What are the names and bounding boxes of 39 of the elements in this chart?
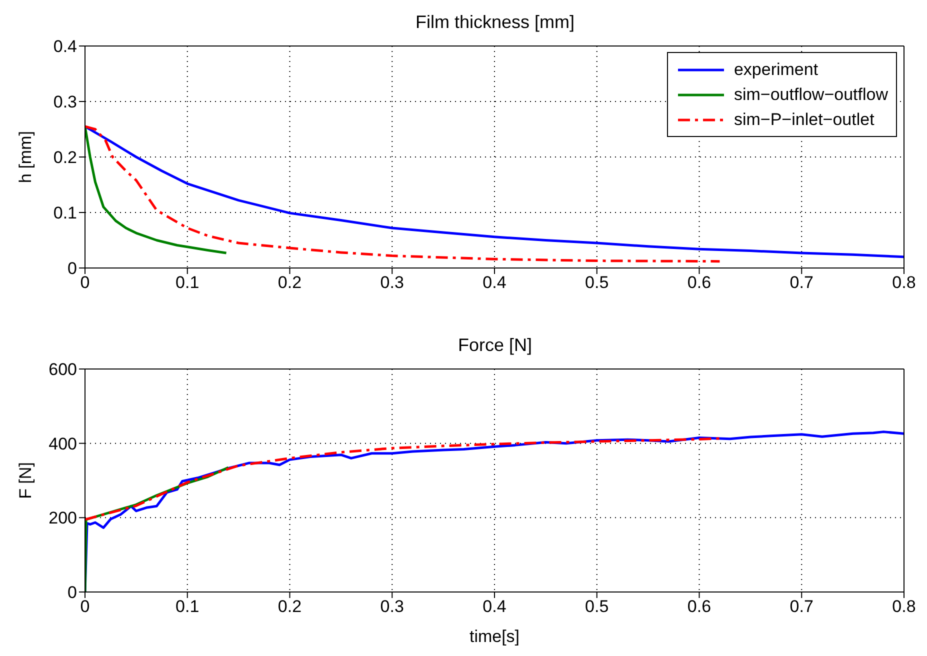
- x-tick-label: 0.1: [176, 597, 200, 616]
- x-tick-label: 0.8: [892, 597, 916, 616]
- x-tick-label: 0.2: [278, 597, 302, 616]
- y-axis-title: F [N]: [16, 462, 36, 499]
- legend-label: sim−P−inlet−outlet: [734, 110, 874, 130]
- x-tick-label: 0.6: [687, 597, 712, 616]
- x-axis-title: time[s]: [469, 627, 520, 646]
- legend-label: sim−outflow−outflow: [734, 84, 888, 104]
- x-tick-label: 0.6: [687, 273, 712, 292]
- y-tick-label: 0.1: [53, 204, 77, 223]
- y-tick-label: 0: [68, 583, 77, 602]
- line-series: [85, 125, 904, 258]
- x-tick-label: 0.5: [585, 597, 609, 616]
- x-tick-label: 0.1: [176, 273, 200, 292]
- x-tick-label: 0: [80, 273, 90, 292]
- y-tick-label: 0: [68, 259, 77, 278]
- chart-title: Film thickness [mm]: [414, 12, 576, 33]
- legend-label: experiment: [734, 60, 818, 80]
- x-tick-label: 0.7: [790, 273, 814, 292]
- line-series: [85, 125, 721, 263]
- line-series: [85, 437, 721, 521]
- x-tick-label: 0.2: [278, 273, 302, 292]
- x-tick-label: 0.7: [790, 597, 814, 616]
- x-tick-label: 0.5: [585, 273, 609, 292]
- line-series: [85, 125, 228, 254]
- y-axis-title: h [mm]: [16, 131, 36, 183]
- y-tick-label: 400: [48, 434, 77, 454]
- x-tick-label: 0.4: [482, 273, 506, 292]
- y-tick-label: 0.2: [53, 148, 77, 168]
- y-tick-label: 200: [48, 508, 77, 528]
- x-tick-label: 0.8: [892, 273, 916, 292]
- y-tick-label: 0.4: [53, 37, 77, 56]
- x-tick-label: 0.3: [380, 273, 404, 292]
- x-tick-label: 0.4: [482, 597, 506, 616]
- chart-title: Force [N]: [456, 335, 533, 356]
- x-tick-label: 0.3: [380, 597, 404, 616]
- x-tick-label: 0: [80, 597, 90, 616]
- y-tick-label: 0.3: [53, 92, 77, 112]
- y-tick-label: 600: [48, 360, 77, 380]
